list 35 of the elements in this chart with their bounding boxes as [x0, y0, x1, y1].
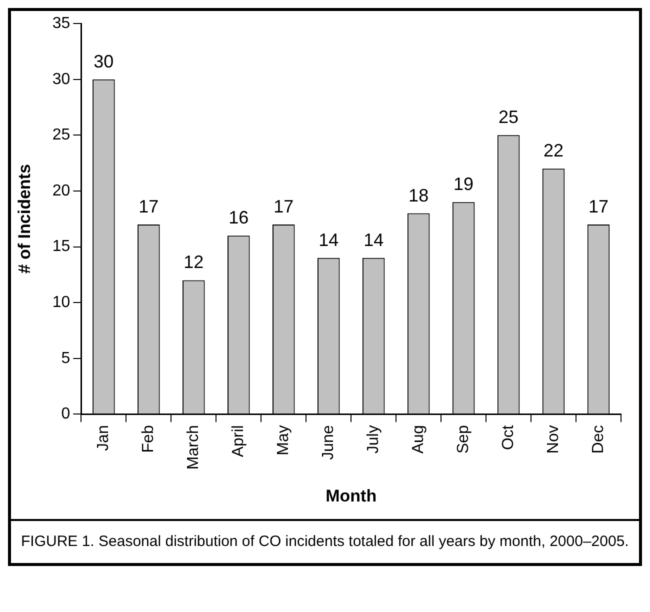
- data-label: 18: [408, 185, 429, 206]
- x-tick-label: Feb: [140, 425, 158, 453]
- x-axis-title: Month: [326, 486, 377, 506]
- data-label: 14: [364, 230, 384, 250]
- x-tick-label: Jan: [95, 425, 112, 451]
- x-tick-label: Sep: [454, 425, 472, 454]
- x-tick-label: April: [230, 425, 248, 458]
- x-tick-label: May: [275, 425, 292, 456]
- x-tick-label: Oct: [500, 424, 517, 450]
- caption: FIGURE 1. Seasonal distribution of CO incidents totaled for all years by month, 2000–2005.: [21, 532, 630, 552]
- y-tick-label: 35: [52, 15, 70, 32]
- x-tick-label: Dec: [590, 425, 607, 454]
- data-label: 30: [94, 51, 114, 72]
- y-tick-label: 0: [61, 406, 70, 423]
- y-axis-title: # of Incidents: [14, 164, 34, 274]
- data-label: 16: [228, 208, 249, 228]
- data-label: 17: [138, 196, 159, 216]
- y-tick-label: 5: [61, 350, 70, 367]
- y-tick-label: 15: [52, 238, 70, 256]
- data-label: 17: [274, 196, 294, 216]
- x-tick-label: Nov: [544, 425, 562, 454]
- data-label: 22: [544, 140, 564, 161]
- y-tick-label: 30: [52, 70, 70, 88]
- data-label: 19: [454, 174, 474, 194]
- data-label: 14: [318, 230, 339, 250]
- data-label: 17: [588, 196, 609, 216]
- x-tick-label: July: [364, 425, 382, 454]
- data-label: 25: [498, 107, 519, 128]
- x-tick-label: March: [185, 425, 202, 470]
- y-tick-label: 20: [52, 182, 70, 200]
- y-tick-label: 25: [52, 126, 70, 144]
- x-tick-label: Aug: [410, 425, 427, 454]
- x-tick-label: June: [320, 425, 338, 460]
- y-tick-label: 10: [52, 294, 70, 311]
- data-label: 12: [184, 252, 204, 272]
